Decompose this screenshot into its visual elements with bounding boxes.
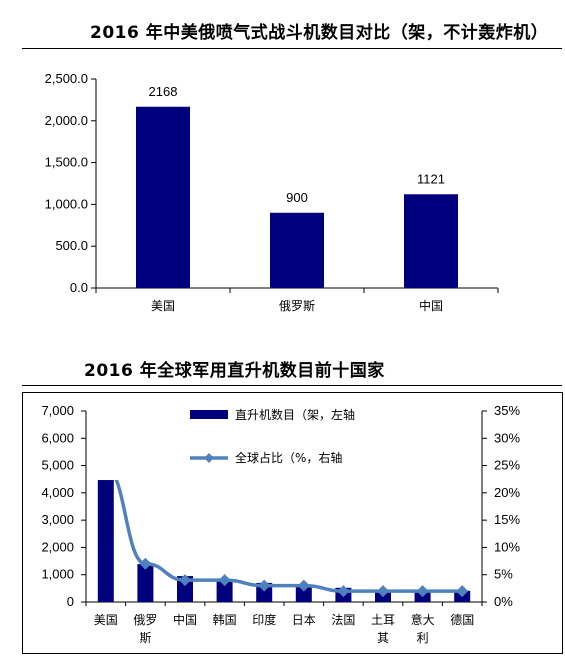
chart2-left-tick-label: 2,000 [41,539,74,554]
chart1-category-label: 美国 [151,299,175,313]
chart2-category-label: 斯 [139,631,151,645]
chart1-title-rule [22,48,562,49]
chart2-legend-bar-swatch [190,410,228,419]
chart2-bar [137,564,154,602]
chart1-bar [270,212,324,288]
chart2-bar [256,582,273,602]
chart2-right-tick-label: 25% [494,458,520,473]
chart2-right-tick-label: 20% [494,485,520,500]
chart1-bar [404,194,458,288]
chart2-category-label: 美国 [94,613,118,627]
chart1-y-tick-label: 0.0 [70,280,88,295]
chart1-bar [136,106,190,288]
chart2-category-label: 日本 [292,613,316,627]
chart2-right-tick-label: 5% [494,567,513,582]
chart1-y-tick-label: 2,500.0 [45,71,88,86]
chart2-category-label: 土耳 [371,613,395,627]
chart2-right-tick-label: 10% [494,539,520,554]
chart1-y-tick-label: 1,000.0 [45,196,88,211]
chart2-bar [216,580,233,602]
chart1-y-tick-label: 500.0 [55,238,88,253]
chart2-left-tick-label: 6,000 [41,430,74,445]
chart2-category-label: 中国 [173,612,197,627]
chart2-category-label: 俄罗 [133,613,157,627]
chart2-right-tick-label: 0% [494,594,513,609]
chart1-y-tick-label: 1,500.0 [45,155,88,170]
chart2-left-tick-label: 0 [67,594,74,609]
chart2-line-marker [218,574,231,587]
chart2-title-rule [22,385,562,386]
chart1-category-label: 中国 [419,298,443,313]
chart1-data-label: 2168 [149,84,178,99]
chart2-legend-line-marker [204,453,214,463]
chart1-title: 2016 年中美俄喷气式战斗机数目对比（架，不计轰炸机） [90,23,549,43]
chart2-category-label: 法国 [331,613,355,627]
chart2-left-tick-label: 4,000 [41,485,74,500]
chart2-category-label: 德国 [450,612,474,627]
chart2-line-marker [179,574,191,587]
chart2-category-label: 利 [417,631,429,645]
chart2-category-label: 韩国 [213,612,237,627]
chart2-left-tick-label: 1,000 [41,567,74,582]
chart2-line-marker [258,579,271,592]
chart2-bar [295,584,312,602]
chart1-data-label: 1121 [417,171,445,186]
chart2-legend-bar-label: 直升机数目（架，左轴 [235,407,355,422]
chart2-line-marker [377,585,389,598]
chart2-bar [97,480,114,602]
chart2-left-tick-label: 5,000 [41,458,74,473]
chart2-share-line [114,480,463,593]
chart1-y-tick-label: 2,000.0 [45,113,88,128]
chart1-plot: 0.0 500.0 1,000.0 1,500.0 2,000.0 2,500.0 2168… [45,71,499,313]
chart2-line-marker [297,579,310,592]
chart2-bar [177,576,193,602]
chart2-category-label: 其 [377,631,389,645]
chart2-title: 2016 年全球军用直升机数目前十国家 [84,361,385,381]
chart2-right-tick-label: 35% [494,403,520,418]
chart2-legend-line-label: 全球占比（%，右轴 [235,450,342,465]
chart2-line-marker [139,557,152,570]
chart2-right-tick-label: 30% [494,430,520,445]
chart2-right-tick-label: 15% [494,512,520,527]
chart2-category-label: 意大 [411,612,435,627]
chart1-category-label: 俄罗斯 [279,299,315,313]
chart2-frame [22,392,563,654]
chart1-data-label: 900 [286,190,308,205]
chart2-category-label: 印度 [252,612,276,627]
chart2-line-marker [337,585,350,598]
chart2-line-marker [416,585,429,598]
chart2-left-tick-label: 7,000 [41,403,74,418]
chart2-line-marker [456,585,469,598]
chart2-left-tick-label: 3,000 [41,512,74,527]
